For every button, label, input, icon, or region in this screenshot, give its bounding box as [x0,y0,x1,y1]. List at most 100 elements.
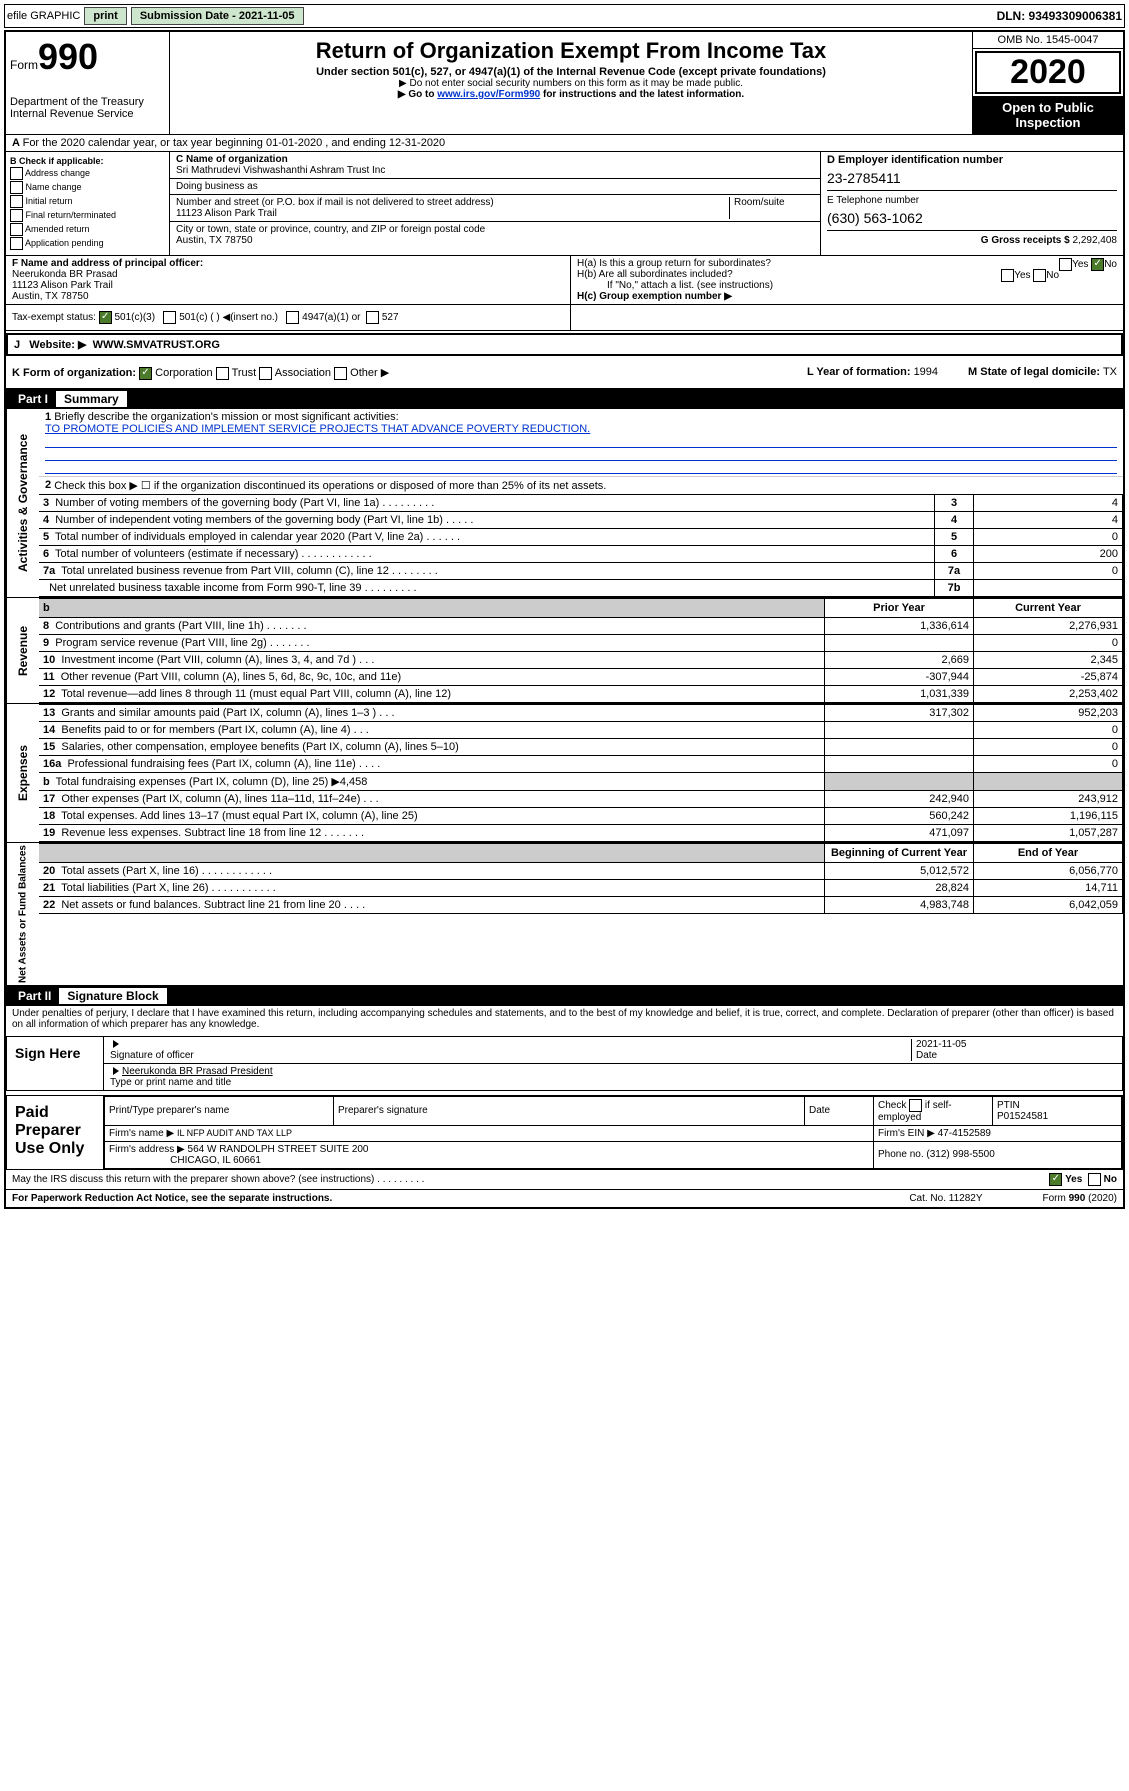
te-opt1: 501(c)(3) [114,312,155,323]
city-value: Austin, TX 78750 [176,235,253,246]
exp-line: 13 Grants and similar amounts paid (Part… [39,704,825,721]
prep-table: Print/Type preparer's name Preparer's si… [104,1096,1122,1169]
chk-corp[interactable] [139,367,152,380]
prep-h2: Preparer's signature [334,1096,805,1125]
website-value: WWW.SMVATRUST.ORG [93,339,220,351]
activities-section: Activities & Governance 1 Briefly descri… [6,409,1123,598]
expenses-body: 13 Grants and similar amounts paid (Part… [39,704,1123,842]
chk-discuss-yes[interactable] [1049,1173,1062,1186]
sig-row1: Signature of officer 2021-11-05Date [104,1037,1122,1064]
irs-link[interactable]: www.irs.gov/Form990 [437,89,540,100]
m-val: TX [1103,366,1117,378]
officer-label: F Name and address of principal officer: [12,258,203,269]
chk-lbl-4: Amended return [25,224,90,234]
l1-text: Briefly describe the organization's miss… [54,411,398,423]
row-f-h: F Name and address of principal officer:… [6,256,1123,305]
print-button[interactable]: print [84,7,126,25]
chk-other[interactable] [334,367,347,380]
rev-blank: b [39,598,825,617]
m-label: M State of legal domicile: [968,366,1100,378]
net-line: 21 Total liabilities (Part X, line 26) .… [39,879,825,896]
net-line: 22 Net assets or fund balances. Subtract… [39,896,825,913]
k-assoc: Association [275,367,331,379]
exp-py [825,721,974,738]
chk-address-change[interactable]: Address change [10,167,165,180]
net-cy: 6,042,059 [974,896,1123,913]
discuss-yn: Yes No [1049,1173,1117,1186]
chk-initial-return[interactable]: Initial return [10,195,165,208]
chk-name-change[interactable]: Name change [10,181,165,194]
header-left: Form990 Department of the Treasury Inter… [6,32,170,134]
footer-row: For Paperwork Reduction Act Notice, see … [6,1190,1123,1207]
l1-num: 1 [45,411,51,423]
mission-text: TO PROMOTE POLICIES AND IMPLEMENT SERVIC… [45,423,1117,435]
h-c: H(c) Group exemption number ▶ [577,291,732,302]
footer-left: For Paperwork Reduction Act Notice, see … [12,1193,332,1204]
rev-line: 12 Total revenue—add lines 8 through 11 … [39,685,825,702]
prep-check-lbl: Check [878,1100,906,1111]
expenses-tab: Expenses [6,704,39,842]
hb-yes: Yes [1014,270,1030,281]
gov-table: 3 Number of voting members of the govern… [39,494,1123,597]
footer-mid: Cat. No. 11282Y [909,1193,982,1204]
rev-line: 9 Program service revenue (Part VIII, li… [39,634,825,651]
chk-assoc[interactable] [259,367,272,380]
chk-application-pending[interactable]: Application pending [10,237,165,250]
row-k: K Form of organization: Corporation Trus… [6,358,1123,389]
org-name: Sri Mathrudevi Vishwashanthi Ashram Trus… [176,165,385,176]
dln-label: DLN: 93493309006381 [997,9,1122,23]
org-name-sect: C Name of organization Sri Mathrudevi Vi… [170,152,820,179]
net-line: 20 Total assets (Part X, line 16) . . . … [39,862,825,879]
k-trust: Trust [232,367,257,379]
h-b: H(b) Are all subordinates included? [577,269,733,280]
arrow-icon-2 [113,1067,119,1075]
gov-line: 3 Number of voting members of the govern… [39,494,935,511]
j-label: J [14,339,20,351]
firm-name-cell: Firm's name ▶ IL NFP AUDIT AND TAX LLP [105,1125,874,1141]
exp-cy: 1,196,115 [974,807,1123,824]
bcy-header: Beginning of Current Year [825,843,974,862]
phone-label: E Telephone number [827,195,919,206]
sign-fields: Signature of officer 2021-11-05Date Neer… [104,1037,1122,1090]
chk-501c[interactable] [163,311,176,324]
line-2: 2 Check this box ▶ ☐ if the organization… [39,476,1123,494]
phone-value: (630) 563-1062 [827,210,1117,226]
chk-trust[interactable] [216,367,229,380]
expenses-section: Expenses 13 Grants and similar amounts p… [6,704,1123,843]
header-center: Return of Organization Exempt From Incom… [170,32,972,134]
exp-cy: 243,912 [974,790,1123,807]
rev-py: -307,944 [825,668,974,685]
chk-self-employed[interactable] [909,1099,922,1112]
l-label: L Year of formation: [807,366,911,378]
discuss-no: No [1104,1174,1117,1185]
netassets-section: Net Assets or Fund Balances Beginning of… [6,843,1123,986]
prep-h3: Date [805,1096,874,1125]
chk-amended-return[interactable]: Amended return [10,223,165,236]
chk-527[interactable] [366,311,379,324]
activities-body: 1 Briefly describe the organization's mi… [39,409,1123,597]
form-number: Form990 [10,36,165,78]
chk-discuss-no[interactable] [1088,1173,1101,1186]
chk-final-return[interactable]: Final return/terminated [10,209,165,222]
rev-cy: 0 [974,634,1123,651]
chk-lbl-1: Name change [26,182,82,192]
exp-py [825,755,974,772]
firm-addr-label: Firm's address ▶ [109,1144,185,1155]
net-blank [39,843,825,862]
addr-value: 11123 Alison Park Trail [176,208,277,219]
ptin-lbl: PTIN [997,1100,1020,1111]
gov-box: 5 [935,528,974,545]
chk-501c3[interactable] [99,311,112,324]
netassets-body: Beginning of Current YearEnd of Year 20 … [39,843,1123,985]
submission-date-button[interactable]: Submission Date - 2021-11-05 [131,7,304,25]
name-label: C Name of organization [176,154,288,165]
sig-date-label: Date [916,1050,937,1061]
revenue-body: bPrior YearCurrent Year 8 Contributions … [39,598,1123,703]
exp-line: b Total fundraising expenses (Part IX, c… [39,772,825,790]
gross-label: G Gross receipts $ [981,235,1070,246]
rev-py: 1,336,614 [825,617,974,634]
activities-tab: Activities & Governance [6,409,39,597]
city-sect: City or town, state or province, country… [170,222,820,248]
part1-title: Summary [56,391,127,407]
chk-4947[interactable] [286,311,299,324]
